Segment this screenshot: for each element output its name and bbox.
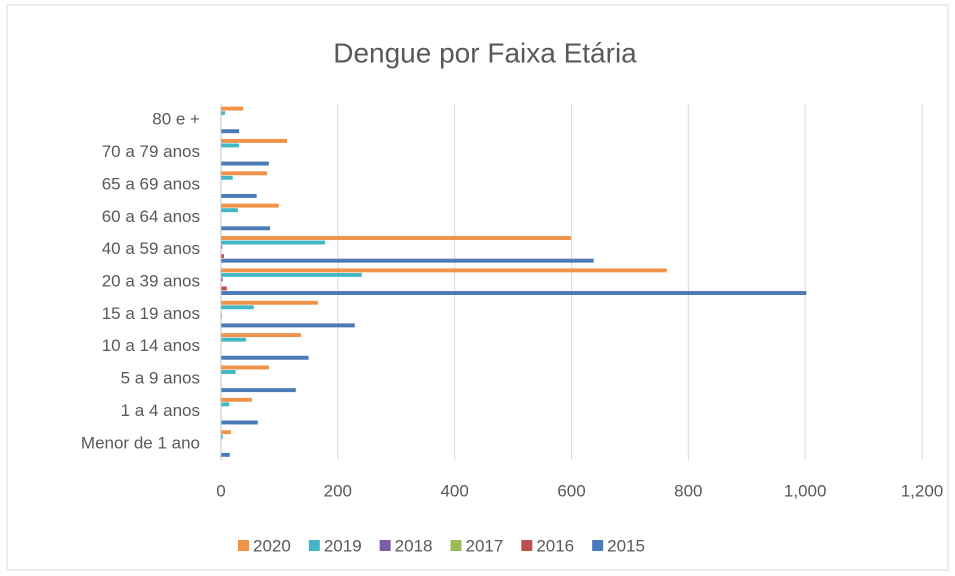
bar [221,402,230,407]
legend-label: 2020 [253,536,291,555]
y-tick-label: 1 a 4 anos [121,401,200,420]
bar [221,314,223,319]
legend-swatch [308,540,320,551]
bar [221,430,231,435]
x-tick-label: 800 [674,481,702,500]
legend-label: 2016 [536,536,574,555]
bar [221,452,230,457]
bar [221,106,244,111]
x-tick-label: 600 [557,481,585,500]
y-tick-label: 60 a 64 anos [102,207,200,226]
y-tick-label: 5 a 9 anos [121,369,200,388]
bar [221,286,227,291]
legend-swatch [521,540,533,551]
x-tick-label: 400 [440,481,468,500]
bar [221,291,807,295]
x-tick-label: 1,200 [901,481,944,500]
legend-label: 2019 [324,536,362,555]
legend-swatch [379,540,391,551]
bar [221,129,240,134]
bar [221,240,325,245]
bar [221,277,223,282]
bar [221,323,355,328]
bar [221,171,268,176]
y-tick-label: 80 e + [152,110,200,129]
bar [221,245,223,250]
bar [221,305,254,310]
bar [221,397,252,402]
bar [221,161,269,166]
bar [221,420,258,425]
bar [221,337,247,342]
legend-swatch [450,540,462,551]
y-tick-label: 65 a 69 anos [102,174,200,193]
bar [221,272,362,277]
bar [221,365,269,370]
y-tick-label: Menor de 1 ano [81,433,200,452]
bar [221,226,271,231]
bar [221,333,302,338]
chart-frame [6,4,949,571]
legend-label: 2018 [395,536,433,555]
y-tick-label: 70 a 79 anos [102,142,200,161]
legend-label: 2015 [607,536,645,555]
x-tick-label: 0 [216,481,225,500]
bar [221,203,279,208]
y-tick-label: 40 a 59 anos [102,239,200,258]
bar [221,208,238,213]
legend-label: 2017 [465,536,503,555]
x-tick-label: 200 [324,481,352,500]
y-tick-label: 10 a 14 anos [102,336,200,355]
bar [221,258,594,263]
bar [221,175,233,180]
legend-swatch [238,540,249,551]
y-tick-label: 20 a 39 anos [102,271,200,290]
bar [221,236,571,240]
chart-title: Dengue por Faixa Etária [333,37,637,68]
x-tick-label: 1,000 [784,481,827,500]
bar [221,355,309,360]
legend-swatch [592,540,604,551]
bar [221,388,296,393]
bar [221,434,223,439]
bar [221,138,288,143]
bar [221,370,236,374]
bar [221,300,318,305]
bar [221,111,226,116]
y-tick-label: 15 a 19 anos [102,304,200,323]
bar [221,143,240,148]
bar [221,254,224,259]
bar [221,268,667,273]
bar [221,193,257,198]
